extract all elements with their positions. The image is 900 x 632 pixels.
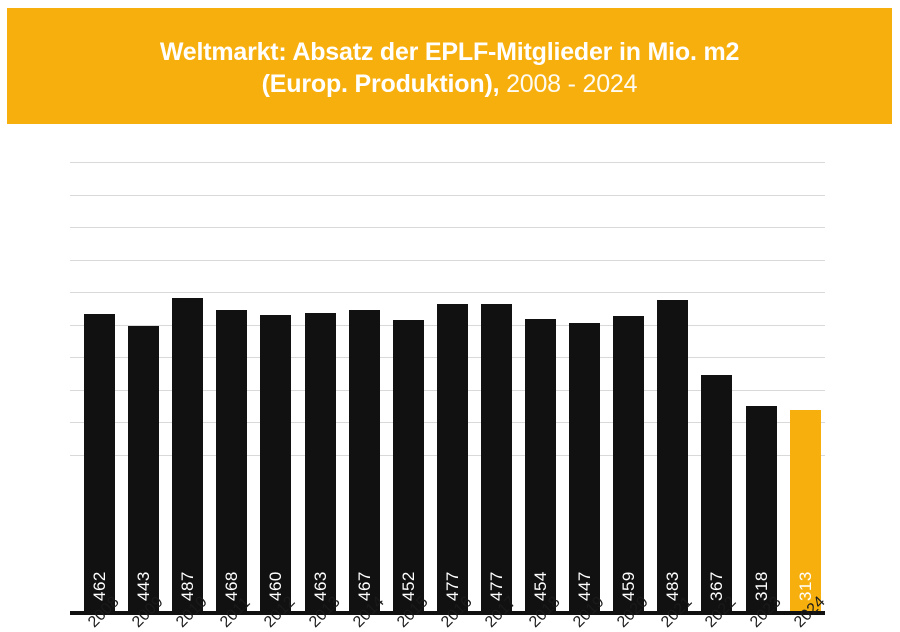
bar-2009[interactable] <box>128 325 160 611</box>
bar-2019[interactable] <box>569 323 601 611</box>
bar-2017[interactable] <box>480 304 512 611</box>
bar-2015[interactable] <box>392 320 424 611</box>
bar-2023[interactable] <box>745 406 777 611</box>
bar-2012[interactable] <box>260 314 292 611</box>
gridline <box>70 194 825 196</box>
bar-2008[interactable] <box>84 313 115 611</box>
bar-2024[interactable] <box>789 409 821 611</box>
title-line-2: (Europ. Produktion), 2008 - 2024 <box>262 68 638 100</box>
gridline <box>70 292 825 293</box>
bar-2018[interactable] <box>525 318 556 611</box>
title-line-1: Weltmarkt: Absatz der EPLF-Mitglieder in… <box>159 36 740 68</box>
bar-2021[interactable] <box>657 300 689 611</box>
title-text-primary: Weltmarkt: Absatz der EPLF-Mitglieder in… <box>159 38 740 66</box>
gridline <box>70 162 825 163</box>
title-text-secondary: (Europ. Produktion), <box>261 70 500 98</box>
bar-2011[interactable] <box>216 309 248 611</box>
gridline <box>70 259 825 261</box>
gridline <box>70 227 825 228</box>
bar-2013[interactable] <box>304 313 336 611</box>
title-text-daterange: 2008 - 2024 <box>506 70 638 98</box>
bar-2016[interactable] <box>436 304 468 611</box>
bar-2010[interactable] <box>172 297 204 611</box>
bar-chart: 4622008443200948720104682011460201246320… <box>0 124 900 631</box>
bar-2020[interactable] <box>613 315 645 611</box>
bar-2022[interactable] <box>701 374 733 611</box>
bar-2014[interactable] <box>348 310 380 611</box>
title-banner: Weltmarkt: Absatz der EPLF-Mitglieder in… <box>7 8 892 124</box>
